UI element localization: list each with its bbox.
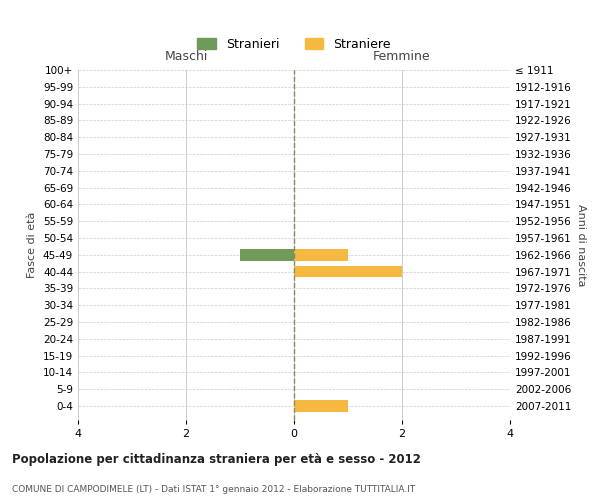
Y-axis label: Fasce di età: Fasce di età [28,212,37,278]
Bar [294,249,348,260]
Y-axis label: Anni di nascita: Anni di nascita [575,204,586,286]
Text: Popolazione per cittadinanza straniera per età e sesso - 2012: Popolazione per cittadinanza straniera p… [12,452,421,466]
Text: Femmine: Femmine [373,50,431,63]
Bar [294,400,348,412]
Legend: Stranieri, Straniere: Stranieri, Straniere [193,34,395,54]
Bar [240,249,294,260]
Bar [294,266,402,278]
Text: Maschi: Maschi [164,50,208,63]
Text: COMUNE DI CAMPODIMELE (LT) - Dati ISTAT 1° gennaio 2012 - Elaborazione TUTTITALI: COMUNE DI CAMPODIMELE (LT) - Dati ISTAT … [12,485,415,494]
